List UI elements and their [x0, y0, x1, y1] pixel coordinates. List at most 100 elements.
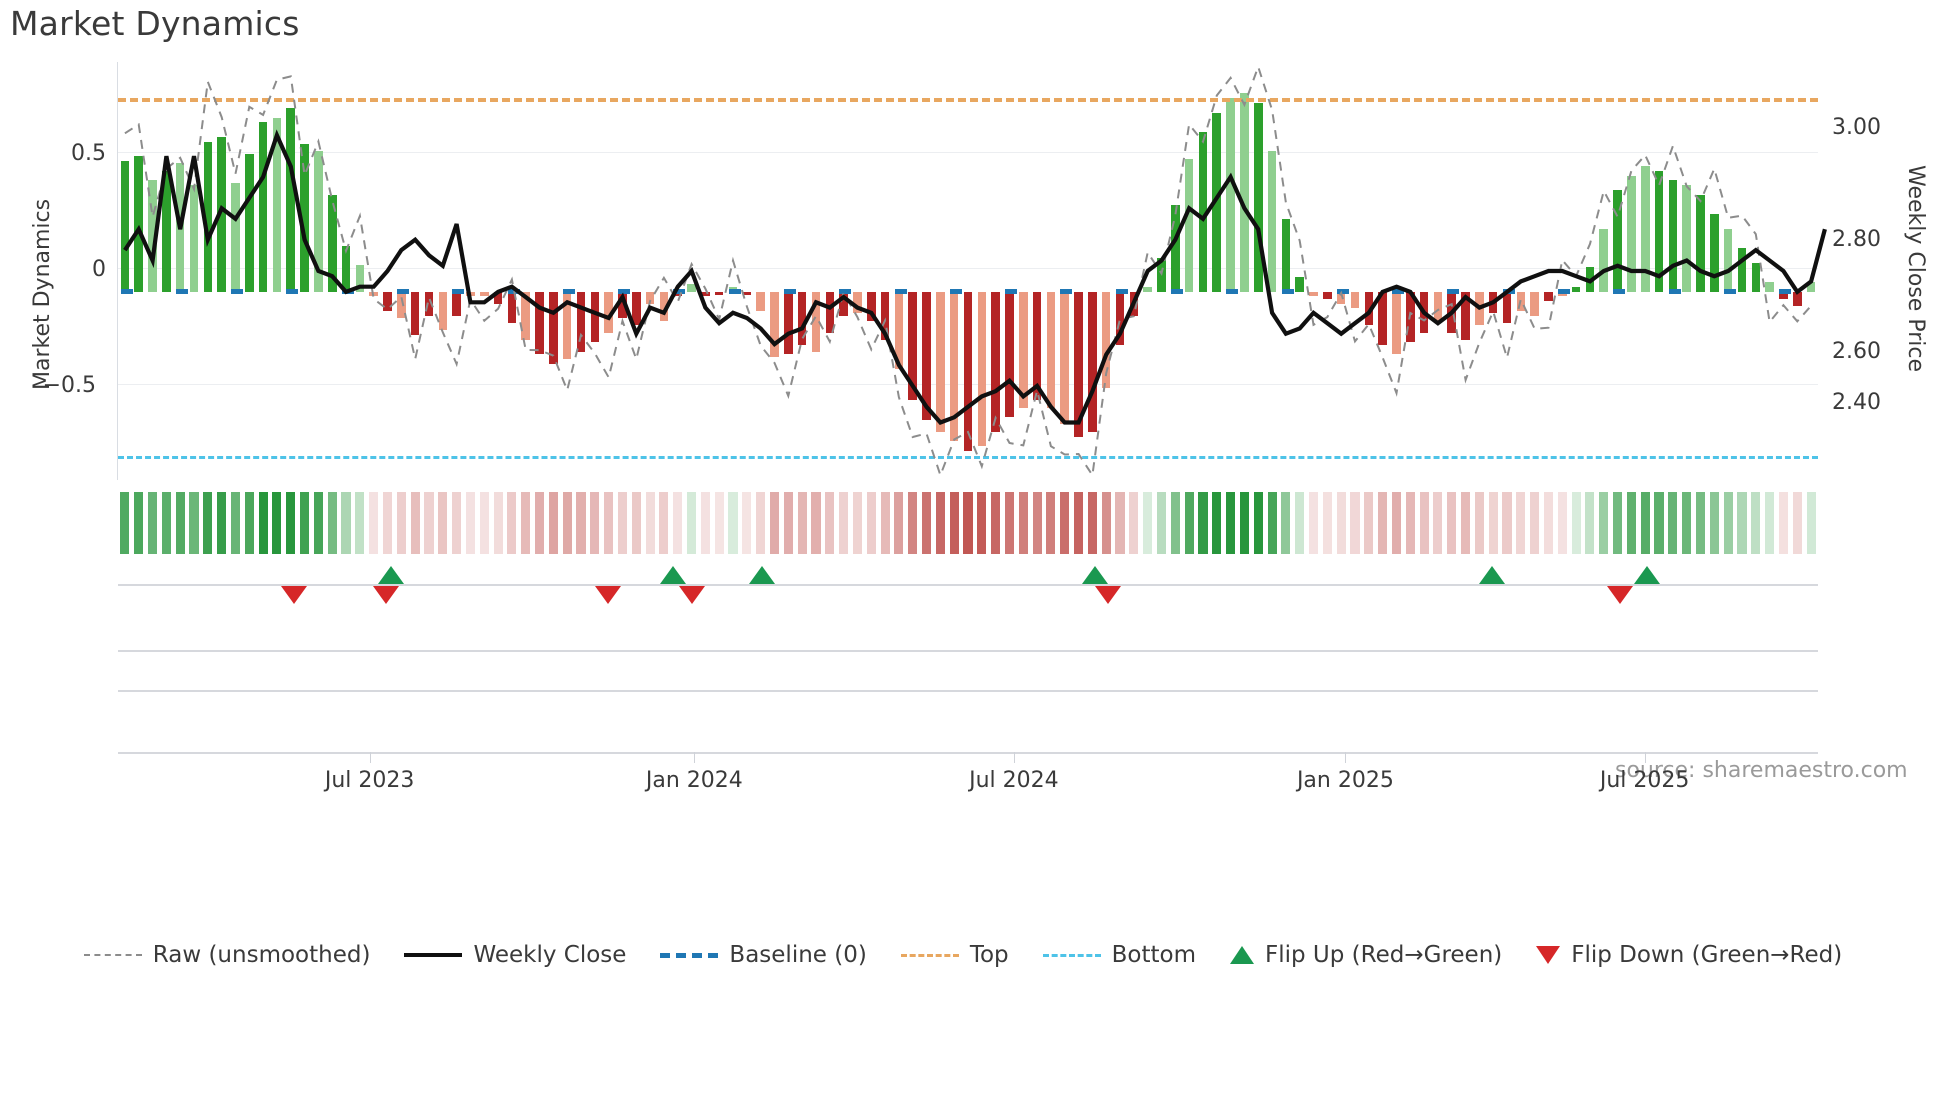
heatmap-cell: [120, 492, 130, 554]
baseline-dash: [949, 288, 962, 294]
heatmap-cell: [272, 492, 282, 554]
bar: [1530, 291, 1539, 316]
heatmap-cell: [811, 492, 821, 554]
heatmap-cell: [894, 492, 904, 554]
heatmap-cell: [1654, 492, 1664, 554]
bar: [1019, 291, 1028, 408]
legend-item-6[interactable]: Flip Down (Green→Red): [1536, 942, 1842, 968]
bar: [1295, 277, 1304, 292]
x-tick-label-1: Jan 2024: [645, 768, 743, 793]
flip-down-marker[interactable]: [1606, 586, 1633, 604]
heatmap-cell: [452, 492, 462, 554]
flip-up-marker[interactable]: [1081, 566, 1108, 584]
heatmap-cell: [1419, 492, 1429, 554]
baseline-dash: [120, 288, 133, 294]
weekly-close-line: [123, 129, 1827, 425]
baseline-dash: [784, 288, 797, 294]
bar: [936, 291, 945, 432]
bar: [1350, 291, 1360, 309]
bar: [1433, 291, 1443, 321]
legend-item-5[interactable]: Flip Up (Red→Green): [1230, 942, 1502, 968]
plot-left-spine: [117, 62, 118, 480]
heatmap-cell: [438, 492, 448, 554]
legend-item-1[interactable]: Weekly Close: [404, 942, 626, 968]
bar: [1115, 291, 1125, 345]
baseline-dash: [1779, 288, 1792, 294]
x-tick-mark: [369, 752, 371, 763]
heatmap-cell: [645, 492, 655, 554]
flip-down-marker[interactable]: [594, 586, 621, 604]
x-tick-mark: [1644, 752, 1646, 763]
flip-down-marker[interactable]: [372, 586, 399, 604]
heatmap-cell: [1170, 492, 1180, 554]
baseline-dash: [894, 288, 907, 294]
bar: [300, 144, 309, 292]
bar: [673, 291, 683, 297]
flip-up-marker[interactable]: [749, 566, 776, 584]
heatmap-cell: [465, 492, 475, 554]
heatmap-cell: [1336, 492, 1346, 554]
baseline-dash: [1613, 288, 1626, 294]
bar: [1696, 194, 1705, 292]
flip-down-marker[interactable]: [1095, 586, 1122, 604]
flip-up-marker[interactable]: [660, 566, 687, 584]
bar: [590, 291, 600, 343]
bar: [825, 291, 835, 333]
heatmap-cell: [1433, 492, 1443, 554]
bar: [217, 136, 226, 292]
bar: [1668, 180, 1678, 292]
bar: [231, 182, 240, 292]
x-tick-label-3: Jan 2025: [1296, 768, 1394, 793]
baseline-dash: [1668, 288, 1681, 294]
flip-up-marker[interactable]: [1479, 566, 1506, 584]
bar: [148, 180, 157, 292]
heatmap-cell: [1488, 492, 1498, 554]
flip-down-marker[interactable]: [280, 586, 307, 604]
bar: [1212, 112, 1222, 292]
bar: [1544, 291, 1553, 302]
heatmap-cell: [1571, 492, 1581, 554]
legend-item-0[interactable]: Raw (unsmoothed): [83, 942, 370, 968]
page-title: Market Dynamics: [10, 4, 300, 43]
bar: [410, 291, 420, 336]
heatmap-cell: [783, 492, 793, 554]
flip-up-marker[interactable]: [377, 566, 404, 584]
heatmap-cell: [617, 492, 628, 554]
heatmap-cell: [769, 492, 780, 554]
dashed-gray-line-icon: [83, 954, 142, 956]
baseline-dash: [507, 288, 520, 294]
heatmap-cell: [687, 492, 697, 554]
bar: [383, 291, 392, 311]
flip-up-marker[interactable]: [1634, 566, 1661, 584]
heatmap-cell: [562, 492, 572, 554]
bar: [1143, 286, 1152, 292]
bar: [1074, 291, 1083, 437]
chart-legend: Raw (unsmoothed) Weekly Close Baseline (0)…: [0, 925, 1960, 985]
heatmap-cell: [977, 492, 987, 554]
heatmap-cell: [839, 492, 849, 554]
heatmap-cell: [1226, 492, 1236, 554]
flip-down-marker[interactable]: [678, 586, 705, 604]
baseline-dash: [1281, 288, 1294, 294]
heatmap-cell: [756, 492, 766, 554]
heatmap-cell: [1143, 492, 1153, 554]
heatmap-cell: [410, 492, 420, 554]
bar: [1060, 291, 1070, 425]
heatmap-cell: [382, 492, 393, 554]
heatmap-cell: [1723, 492, 1733, 554]
bar: [1571, 286, 1581, 292]
bar: [1392, 291, 1401, 355]
y-tick-left-1: 0: [92, 257, 106, 282]
bar: [1005, 291, 1014, 418]
heatmap-cell: [175, 492, 185, 554]
legend-item-3[interactable]: Top: [900, 942, 1009, 968]
baseline-dash: [1115, 288, 1128, 294]
legend-item-4[interactable]: Bottom: [1042, 942, 1196, 968]
legend-label: Flip Down (Green→Red): [1571, 942, 1843, 968]
legend-item-2[interactable]: Baseline (0): [660, 942, 867, 968]
bar: [397, 291, 406, 319]
heatmap-cell: [1806, 492, 1816, 554]
bar: [1240, 93, 1249, 292]
baseline-dash: [728, 288, 741, 294]
heatmap-cell: [908, 492, 918, 554]
